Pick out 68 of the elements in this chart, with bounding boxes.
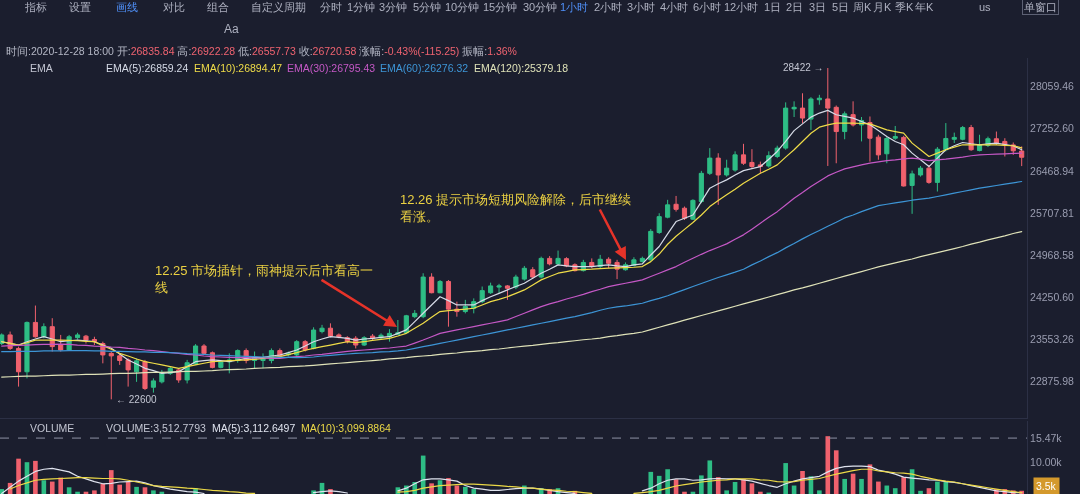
- text: 4小时: [660, 1, 689, 13]
- text: 5分钟: [413, 1, 442, 13]
- text: MA(10):3,099.8864: [301, 422, 392, 434]
- text: 1.36%: [487, 45, 517, 57]
- text: EMA(120):25379.18: [474, 62, 569, 74]
- text: 30分钟: [523, 1, 558, 13]
- text: 1小时: [560, 1, 589, 13]
- text: 自定义周期: [251, 1, 306, 13]
- text: 2日: [786, 1, 804, 13]
- y-tick-label: 10.00k: [1030, 455, 1063, 468]
- text: EMA(5):26859.24: [106, 62, 189, 74]
- text: 2小时: [594, 1, 623, 13]
- annotation: ← 22600: [116, 394, 158, 405]
- text: 3小时: [627, 1, 656, 13]
- text: 12小时: [724, 1, 759, 13]
- y-tick-label: 24968.58: [1030, 248, 1075, 261]
- text: EMA(10):26894.47: [194, 62, 283, 74]
- text: us: [979, 1, 992, 13]
- text: EMA(30):26795.43: [287, 62, 376, 74]
- text: 振幅:: [462, 45, 488, 57]
- text: 组合: [207, 1, 229, 13]
- text: 分时: [320, 1, 342, 13]
- y-tick-label: 24250.60: [1030, 291, 1075, 304]
- annotation: 12.26 提示市场短期风险解除，后市继续看涨。: [400, 192, 632, 224]
- legend-title: VOLUME: [30, 422, 75, 434]
- text: 1分钟: [347, 1, 376, 13]
- text: 对比: [163, 1, 185, 13]
- text: 26922.28: [191, 45, 236, 57]
- text: 26835.84: [130, 45, 175, 57]
- text: 26557.73: [251, 45, 296, 57]
- annotation: 28422 →: [783, 62, 824, 73]
- text: 3分钟: [379, 1, 408, 13]
- text: 月K: [873, 1, 892, 13]
- text: MA(5):3,112.6497: [212, 422, 296, 434]
- annotation: VOLUME:3,512.7793: [106, 422, 206, 434]
- text: 周K: [853, 1, 872, 13]
- y-tick-label: 26468.94: [1030, 164, 1075, 177]
- text: 季K: [895, 1, 914, 13]
- text: -0.43%(-115.25): [384, 45, 460, 57]
- legend-title: EMA: [30, 62, 53, 74]
- text: 时间:2020-12-28 18:00: [6, 45, 114, 57]
- y-tick-label: 25707.81: [1030, 206, 1075, 219]
- text: 高:: [177, 45, 192, 57]
- text: 5日: [832, 1, 850, 13]
- text: 低:: [238, 45, 252, 57]
- y-tick-label: 15.47k: [1030, 431, 1063, 444]
- text: 开:: [116, 45, 131, 57]
- text: 3日: [809, 1, 827, 13]
- text: 指标: [24, 1, 47, 13]
- text: 3.5k: [1036, 480, 1057, 492]
- text: 涨幅:: [359, 45, 385, 57]
- text: 15分钟: [483, 1, 518, 13]
- text: 26720.58: [312, 45, 357, 57]
- text: 收:: [298, 45, 313, 57]
- y-tick-label: 23553.26: [1030, 333, 1075, 346]
- text: 画线: [116, 1, 138, 13]
- text: 10分钟: [445, 1, 480, 13]
- y-tick-label: 27252.60: [1030, 122, 1075, 135]
- text: EMA(60):26276.32: [380, 62, 469, 74]
- text: 6小时: [693, 1, 722, 13]
- text: 1日: [764, 1, 782, 13]
- y-tick-label: 22875.98: [1030, 375, 1075, 388]
- text: 设置: [69, 1, 91, 13]
- annotation: 12.25 市场插针，雨神提示后市看高一线: [155, 263, 374, 295]
- text: Aa: [224, 22, 239, 36]
- text: 年K: [915, 1, 934, 13]
- text: 单窗口: [1024, 1, 1057, 13]
- y-tick-label: 28059.46: [1030, 80, 1075, 93]
